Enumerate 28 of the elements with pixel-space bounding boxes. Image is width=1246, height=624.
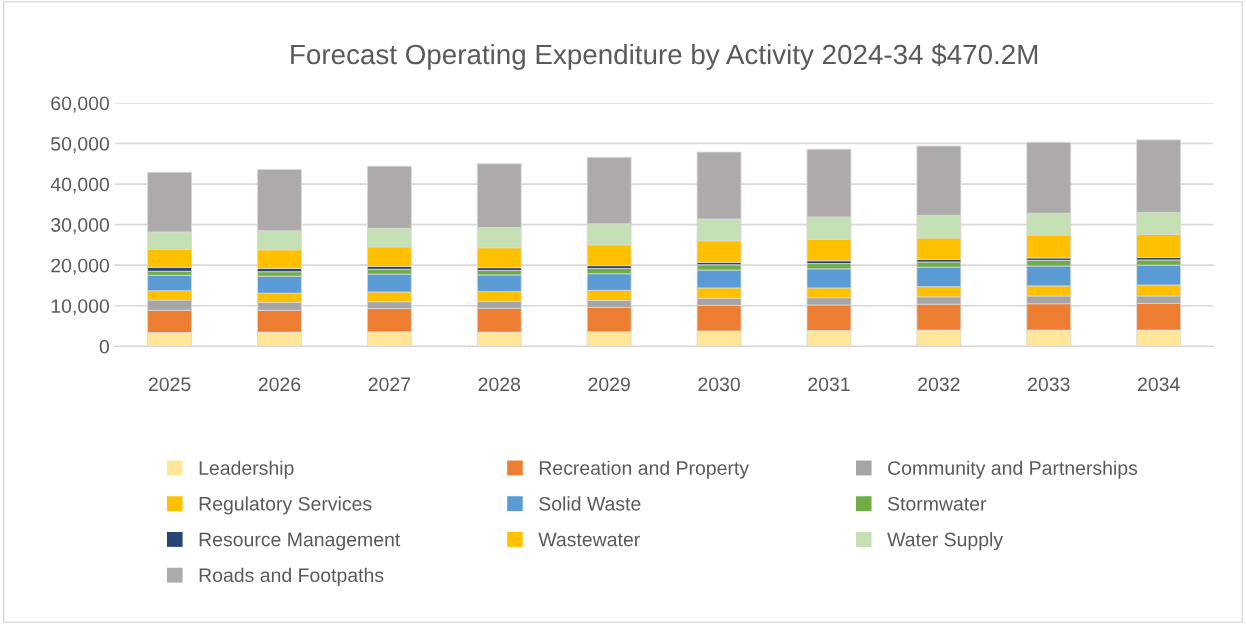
y-tick-label: 50,000 xyxy=(51,136,110,154)
legend-label: Recreation and Property xyxy=(539,460,750,479)
x-tick-label: 2031 xyxy=(808,377,850,392)
x-tick-label: 2028 xyxy=(478,377,521,392)
y-tick-label: 40,000 xyxy=(50,177,110,194)
y-tick-label: 20,000 xyxy=(51,258,110,275)
chart-title: Forecast Operating Expenditure by Activity 2024-34 $470.2M xyxy=(291,43,1038,70)
x-tick-label: 2034 xyxy=(1138,377,1180,392)
legend-label: Roads and Footpaths xyxy=(199,567,384,586)
y-tick-label: 10,000 xyxy=(51,299,110,316)
legend-label: Resource Management xyxy=(199,532,401,551)
legend-label: Community and Partnerships xyxy=(888,460,1138,479)
x-tick-label: 2032 xyxy=(918,377,960,392)
x-tick-label: 2029 xyxy=(588,377,630,392)
legend-label: Regulatory Services xyxy=(199,496,372,515)
legend-label: Solid Waste xyxy=(539,496,641,511)
legend-label: Leadership xyxy=(199,460,294,479)
legend-label: Water Supply xyxy=(887,532,1004,551)
y-tick-label: 30,000 xyxy=(51,218,110,235)
x-tick-label: 2025 xyxy=(148,377,191,392)
legend-label: Stormwater xyxy=(887,496,987,511)
x-tick-label: 2027 xyxy=(368,377,411,392)
y-tick-label: 0 xyxy=(99,339,110,354)
y-tick-label: 60,000 xyxy=(51,96,110,113)
x-tick-label: 2026 xyxy=(258,377,301,392)
x-tick-label: 2033 xyxy=(1028,377,1070,392)
x-tick-label: 2030 xyxy=(698,377,740,392)
legend-label: Wastewater xyxy=(538,532,640,547)
